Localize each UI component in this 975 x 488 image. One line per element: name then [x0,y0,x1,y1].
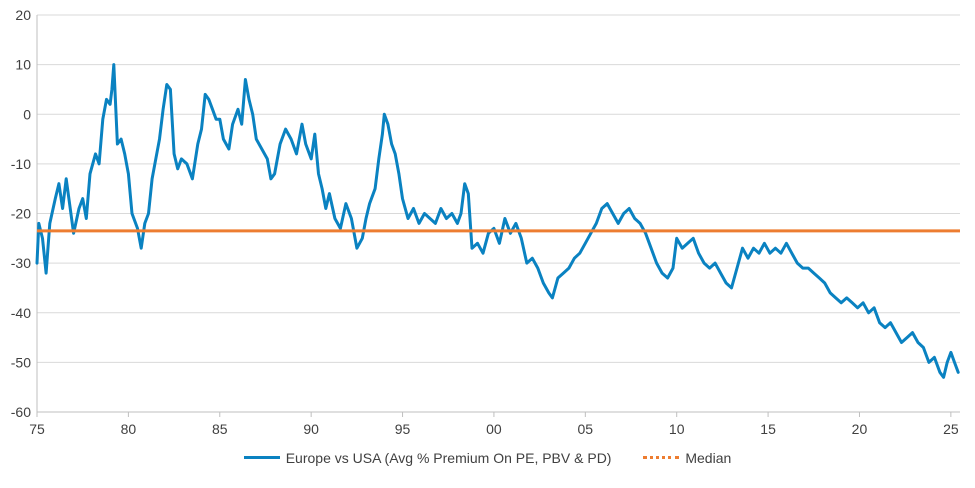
y-tick-label: 0 [23,106,31,122]
y-tick-label: -50 [11,354,31,370]
legend-label-median: Median [685,449,732,466]
legend-item-europe-vs-usa: Europe vs USA (Avg % Premium On PE, PBV … [243,449,612,466]
grid-layer [37,14,960,413]
x-tick-label: 25 [943,421,959,437]
x-tick-label: 00 [486,421,502,437]
series-line-europe-vs-usa [35,63,960,379]
x-tick-label: 10 [669,421,685,437]
y-tick-label: -60 [11,404,31,420]
legend: Europe vs USA (Avg % Premium On PE, PBV … [0,446,975,466]
x-tick-label: 75 [29,421,45,437]
x-tick-label: 95 [395,421,411,437]
legend-label-europe-vs-usa: Europe vs USA (Avg % Premium On PE, PBV … [285,449,612,466]
y-tick-label: 20 [15,7,31,23]
y-tick-label: -10 [11,156,31,172]
x-tick-label: 90 [303,421,319,437]
x-tick-label: 80 [121,421,137,437]
legend-swatch-solid-line [243,456,280,459]
y-tick-label: -40 [11,305,31,321]
x-tick-label: 15 [760,421,776,437]
x-tick-label: 20 [852,421,868,437]
y-tick-label: -20 [11,206,31,222]
series-layer [35,63,960,379]
x-tick-label: 85 [212,421,228,437]
y-tick-label: 10 [15,57,31,73]
legend-item-median: Median [643,450,731,466]
legend-swatch-dotted-line [643,456,680,459]
x-tick-label: 05 [578,421,594,437]
y-tick-label: -30 [11,255,31,271]
axis-layer [36,15,960,417]
